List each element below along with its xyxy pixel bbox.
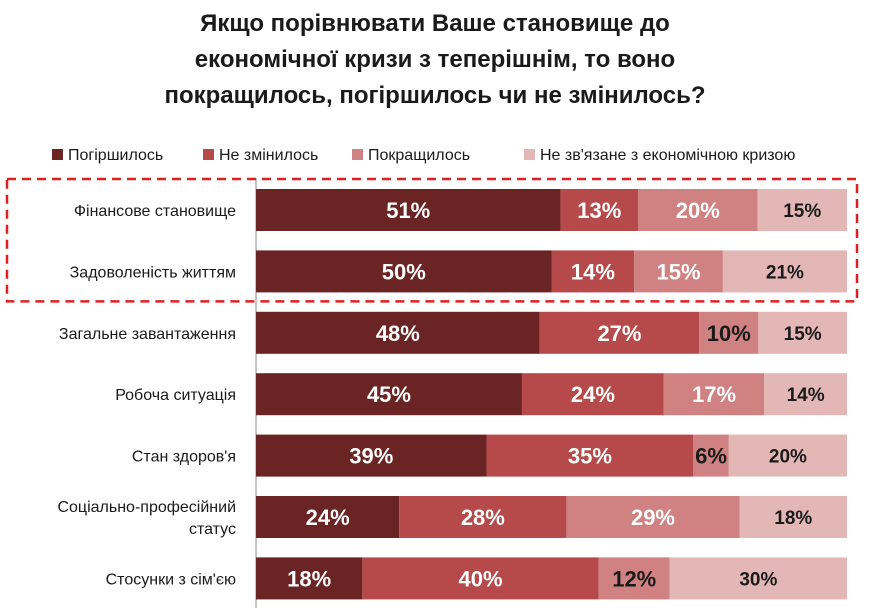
bar-segment: [521, 373, 664, 416]
bar-segment: [758, 311, 847, 354]
bar-value-label: 39%: [349, 444, 393, 469]
bar-value-label: 30%: [739, 569, 777, 590]
chart-title-line: економічної кризи з теперішнім, то воно: [194, 46, 676, 73]
bar-segment: [560, 189, 639, 231]
bar-value-label: 24%: [571, 382, 615, 407]
legend-label: Погіршилось: [68, 147, 163, 164]
legend-swatch: [524, 149, 535, 160]
bar-value-label: 17%: [692, 382, 736, 407]
bar-value-label: 21%: [766, 262, 804, 283]
highlight-box: [5, 177, 859, 303]
bar-segment: [663, 373, 765, 416]
bar-value-label: 18%: [287, 566, 331, 591]
legend-label: Покращилось: [368, 147, 470, 164]
bar-value-label: 48%: [376, 321, 420, 346]
bar-value-label: 14%: [787, 385, 825, 406]
bar-value-label: 12%: [612, 566, 656, 591]
bar-value-label: 15%: [784, 324, 822, 345]
bar-segment: [638, 189, 758, 231]
bar-value-label: 10%: [707, 321, 751, 346]
legend-swatch: [352, 149, 363, 160]
chart-title-line: Якщо порівнювати Ваше становище до: [200, 10, 670, 37]
bar-value-label: 18%: [774, 508, 812, 529]
chart-title: Якщо порівнювати Ваше становище до еконо…: [60, 6, 810, 114]
bar-value-label: 27%: [597, 321, 641, 346]
bar-value-label: 20%: [676, 198, 720, 223]
bar-segment: [634, 250, 723, 293]
bar-segment: [764, 373, 847, 416]
category-label: Робоча ситуація: [115, 387, 236, 404]
bar-value-label: 6%: [695, 444, 727, 469]
bar-value-label: 40%: [459, 566, 503, 591]
category-label: Соціально-професійний: [57, 499, 236, 516]
bar-segment: [362, 557, 599, 600]
category-label: Фінансове становище: [74, 203, 236, 220]
bar-value-label: 45%: [367, 382, 411, 407]
legend-swatch: [203, 149, 214, 160]
bar-value-label: 50%: [382, 259, 426, 284]
legend-swatch: [52, 149, 63, 160]
bar-segment: [539, 311, 700, 354]
bar-segment: [728, 434, 847, 477]
bar-segment: [693, 434, 729, 477]
bar-segment: [399, 496, 567, 538]
bar-value-label: 51%: [386, 198, 430, 223]
legend-label: Не зв'язане з економічною кризою: [540, 147, 795, 164]
bar-segment: [739, 496, 847, 538]
bar-segment: [566, 496, 740, 538]
bar-value-label: 15%: [783, 201, 821, 222]
bar-segment: [256, 189, 561, 231]
bar-segment: [757, 189, 847, 231]
chart-title-line: покращилось, погіршилось чи не змінилось…: [164, 82, 706, 109]
bar-segment: [256, 373, 522, 416]
bar-value-label: 15%: [657, 259, 701, 284]
bar-segment: [551, 250, 635, 293]
bar-segment: [256, 557, 363, 600]
bar-value-label: 24%: [306, 505, 350, 530]
bar-value-label: 35%: [568, 444, 612, 469]
category-label: Задоволеність життям: [70, 264, 236, 281]
category-label: Стан здоров'я: [132, 449, 236, 466]
bar-segment: [486, 434, 694, 477]
category-label: Стосунки з сім'єю: [106, 571, 236, 588]
bar-value-label: 20%: [769, 447, 807, 468]
bar-segment: [598, 557, 670, 600]
bar-segment: [256, 250, 552, 293]
bar-value-label: 29%: [631, 505, 675, 530]
bar-segment: [669, 557, 847, 600]
bar-value-label: 13%: [577, 198, 621, 223]
bar-segment: [699, 311, 759, 354]
bar-segment: [722, 250, 847, 293]
bar-value-label: 14%: [571, 259, 615, 284]
bar-segment: [256, 311, 540, 354]
category-label: статус: [189, 521, 236, 538]
bar-segment: [256, 496, 400, 538]
category-label: Загальне завантаження: [59, 326, 236, 343]
bar-value-label: 28%: [461, 505, 505, 530]
bar-segment: [256, 434, 487, 477]
legend-label: Не змінилось: [219, 147, 318, 164]
